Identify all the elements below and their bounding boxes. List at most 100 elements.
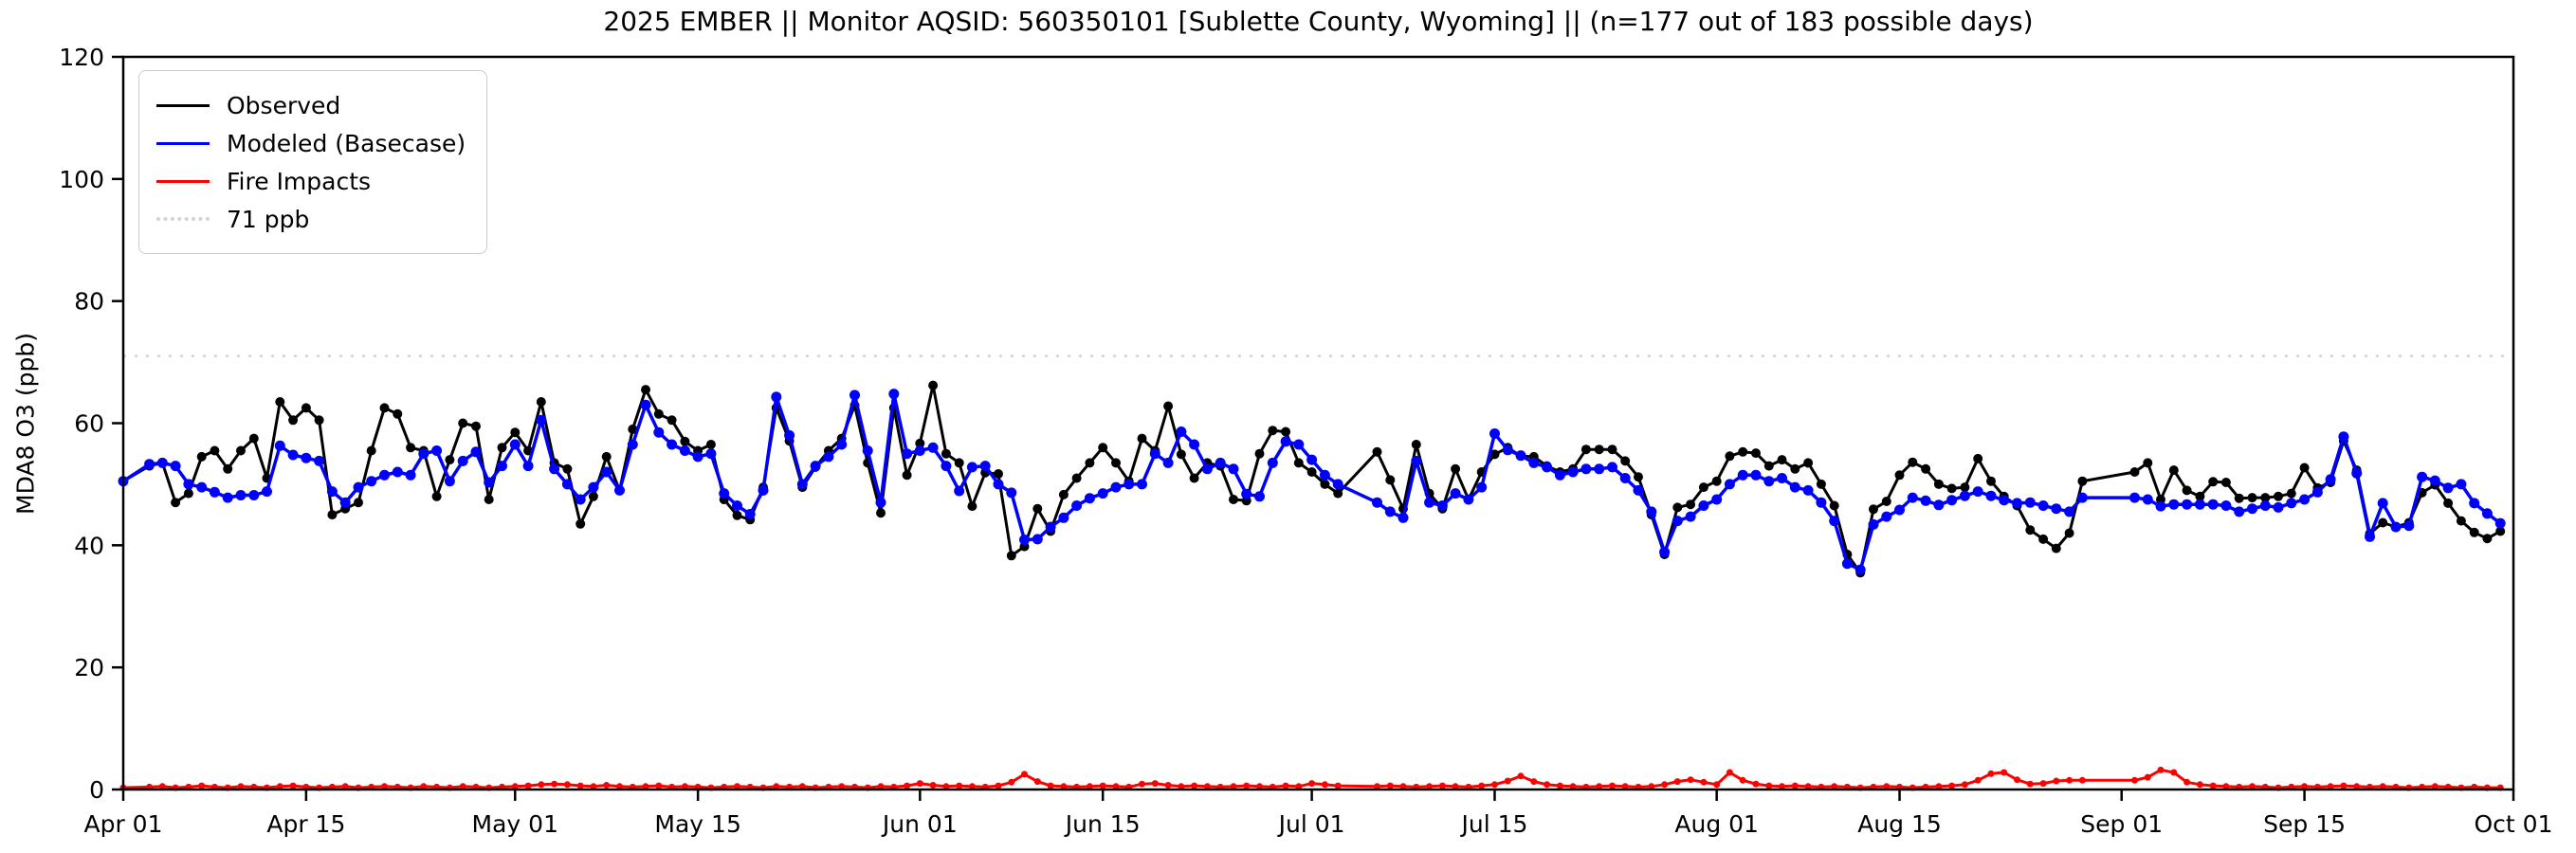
fire-impacts-marker	[642, 783, 649, 790]
observed-marker	[1894, 470, 1905, 481]
fire-impacts-marker	[1282, 782, 1289, 789]
modeled-marker	[941, 461, 952, 472]
modeled-marker	[549, 463, 560, 475]
modeled-marker	[1698, 500, 1709, 511]
modeled-marker	[2417, 471, 2428, 482]
fire-impacts-marker	[929, 782, 937, 789]
observed-marker	[2182, 485, 2192, 496]
fire-impacts-marker	[904, 782, 911, 789]
fire-impacts-marker	[1478, 782, 1486, 789]
modeled-marker	[2024, 497, 2036, 508]
observed-marker	[1738, 446, 1748, 457]
observed-marker	[915, 438, 925, 448]
modeled-marker	[2182, 499, 2193, 510]
fire-impacts-marker	[2131, 776, 2138, 784]
modeled-marker	[2234, 506, 2245, 517]
modeled-marker	[1110, 481, 1122, 493]
observed-marker	[2443, 498, 2454, 508]
observed-marker	[2378, 517, 2388, 528]
modeled-marker	[1436, 500, 1448, 511]
fire-impacts-marker	[2183, 778, 2191, 786]
modeled-marker	[1176, 426, 1187, 437]
modeled-marker	[1829, 516, 1840, 527]
observed-marker	[902, 470, 912, 481]
modeled-marker	[1802, 484, 1814, 496]
modeled-marker	[1124, 479, 1135, 490]
observed-marker	[1320, 479, 1330, 489]
fire-impacts-marker	[1452, 783, 1459, 790]
fire-impacts-marker	[1321, 781, 1328, 789]
modeled-marker	[1084, 493, 1095, 504]
observed-marker	[1411, 440, 1421, 449]
modeled-marker	[1607, 462, 1617, 473]
modeled-marker	[183, 479, 194, 490]
modeled-marker	[1659, 546, 1671, 557]
fire-impacts-marker	[603, 782, 611, 789]
observed-marker	[732, 510, 742, 520]
fire-impacts-marker	[1021, 771, 1028, 778]
modeled-marker	[850, 390, 860, 401]
fire-impacts-marker	[590, 783, 597, 790]
observed-marker	[471, 421, 481, 431]
observed-marker	[1451, 463, 1461, 474]
fire-impacts-marker	[2379, 783, 2386, 790]
fire-impacts-marker	[1609, 782, 1616, 789]
observed-marker	[2260, 493, 2271, 503]
fire-impacts-marker	[798, 783, 806, 790]
modeled-marker	[1907, 492, 1918, 503]
fire-impacts-marker	[1386, 782, 1394, 789]
observed-marker	[1006, 551, 1016, 561]
modeled-marker	[444, 476, 455, 487]
modeled-marker	[1319, 469, 1330, 481]
modeled-marker	[2442, 482, 2454, 494]
observed-marker	[1973, 453, 1983, 463]
modeled-marker	[1045, 521, 1056, 533]
modeled-marker	[536, 414, 547, 426]
fire-impacts-marker	[916, 780, 923, 788]
observed-marker	[1620, 456, 1631, 466]
observed-marker	[994, 469, 1003, 479]
observed-marker	[236, 445, 246, 456]
y-tick-label: 60	[74, 410, 104, 438]
fire-impacts-marker	[511, 783, 519, 790]
modeled-marker	[1137, 479, 1147, 490]
observed-marker	[248, 433, 259, 444]
observed-marker	[1176, 449, 1186, 460]
observed-marker	[183, 488, 193, 499]
fire-impacts-marker	[1961, 781, 1968, 789]
fire-impacts-marker	[2301, 783, 2309, 790]
modeled-marker	[470, 446, 482, 458]
modeled-marker	[1450, 488, 1461, 499]
modeled-marker	[366, 476, 377, 487]
observed-marker	[1281, 426, 1291, 437]
modeled-marker	[339, 497, 351, 508]
modeled-marker	[2247, 503, 2257, 515]
modeled-marker	[1528, 457, 1540, 468]
fire-impacts-marker	[1399, 783, 1407, 790]
modeled-marker	[509, 439, 521, 450]
observed-marker	[1137, 433, 1147, 444]
modeled-marker	[640, 399, 651, 410]
x-tick-label: Apr 01	[83, 810, 162, 838]
fire-impacts-marker	[2196, 781, 2203, 789]
modeled-marker	[810, 461, 821, 472]
observed-marker	[314, 415, 324, 426]
modeled-marker	[1149, 448, 1160, 460]
modeled-marker	[1594, 463, 1605, 475]
legend-item-observed: Observed	[156, 86, 466, 124]
modeled-marker	[1619, 473, 1631, 483]
fire-impacts-marker	[1243, 782, 1251, 789]
observed-marker	[562, 463, 573, 474]
observed-marker	[2456, 516, 2466, 526]
modeled-marker	[2429, 475, 2440, 486]
modeled-marker	[1646, 506, 1657, 517]
fire-impacts-marker	[2053, 777, 2060, 785]
modeled-marker	[2259, 500, 2271, 511]
fire-impacts-marker	[1621, 783, 1629, 790]
observed-marker	[196, 451, 207, 462]
observed-marker	[1229, 495, 1238, 504]
observed-marker	[393, 408, 403, 419]
fire-impacts-marker	[1544, 781, 1551, 789]
observed-marker	[301, 403, 311, 413]
